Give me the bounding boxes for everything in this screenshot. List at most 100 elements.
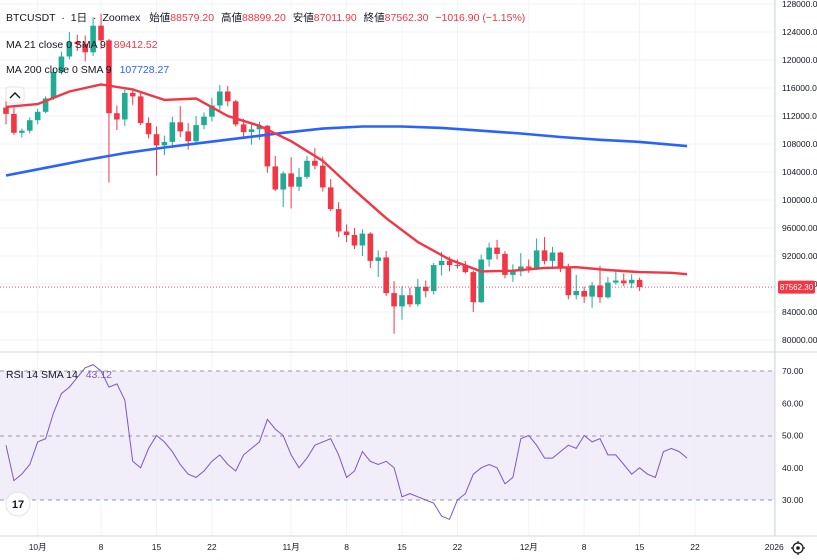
time-tick-label: 22 <box>690 542 700 552</box>
candle-up <box>50 71 57 99</box>
candle-up <box>201 116 207 126</box>
high-value: 88899.20 <box>242 12 286 24</box>
price-tick-label: 108000.00 <box>782 139 817 149</box>
change-value: −1016.90 (−1.15%) <box>435 12 525 24</box>
candle-down <box>597 285 603 298</box>
candle-down <box>106 40 112 114</box>
logo-text: 17 <box>12 499 24 511</box>
time-tick-label: 8 <box>99 542 104 552</box>
candle-down <box>407 295 413 305</box>
rsi-legend[interactable]: RSI 14 SMA 14 43.12 <box>6 369 112 381</box>
candle-down <box>541 250 548 261</box>
price-tick-label: 120000.00 <box>782 55 817 65</box>
candle-up <box>161 141 168 146</box>
candle-up <box>628 279 635 284</box>
candle-up <box>533 250 540 268</box>
candle-up <box>589 285 595 297</box>
candle-down <box>383 257 389 294</box>
ma200-legend[interactable]: MA 200 close 0 SMA 9 107728.27 <box>6 64 169 76</box>
price-tick-label: 104000.00 <box>782 167 817 177</box>
candle-down <box>137 96 144 123</box>
collapse-chevron-icon[interactable] <box>5 86 25 104</box>
candle-down <box>327 187 334 210</box>
candle-down <box>145 123 152 135</box>
gear-icon[interactable] <box>791 541 805 555</box>
candle-up <box>193 125 199 142</box>
candle-up <box>209 105 215 117</box>
time-tick-label: 11月 <box>282 542 299 552</box>
candle-up <box>169 122 176 142</box>
ma21-legend-value: 89412.52 <box>114 39 158 51</box>
candle-down <box>446 260 453 266</box>
candle-up <box>399 295 405 307</box>
candle-down <box>335 209 342 232</box>
ma200-line <box>5 125 688 177</box>
ma21-legend[interactable]: MA 21 close 0 SMA 9 89412.52 <box>6 39 158 51</box>
last-price-label: 87562.30 <box>780 283 814 292</box>
time-tick-label: 15 <box>152 542 162 552</box>
tradingview-logo[interactable]: 17 <box>5 491 31 517</box>
rsi-legend-value: 43.12 <box>86 369 112 381</box>
candle-up <box>375 257 382 261</box>
price-grid <box>0 3 775 341</box>
candle-down <box>502 253 508 275</box>
candle-up <box>430 265 437 291</box>
high-label: 高値 <box>221 11 242 24</box>
candle-down <box>98 25 104 41</box>
candle-up <box>42 98 49 112</box>
candle-up <box>19 130 25 133</box>
candle-down <box>470 272 477 303</box>
open-value: 88579.20 <box>170 12 214 24</box>
symbol-legend: BTCUSDT · 1日 · Zoomex 始値88579.20 高値88899… <box>6 11 525 381</box>
candle-up <box>256 125 263 130</box>
candle-down <box>272 166 279 190</box>
candle-up <box>613 280 619 283</box>
rsi-tick-label: 40.00 <box>782 463 804 473</box>
candle-up <box>280 173 286 190</box>
candle-down <box>240 124 247 133</box>
candle-down <box>82 43 88 53</box>
exchange-name: Zoomex <box>102 12 141 24</box>
candle-up <box>478 259 484 303</box>
price-tick-label: 128000.00 <box>782 0 817 9</box>
candle-down <box>232 101 239 125</box>
time-axis[interactable]: 10月 8 15 22 11月 8 15 22 12月 8 15 22 2026 <box>29 542 784 552</box>
candle-up <box>66 41 73 57</box>
candle-up <box>26 120 33 131</box>
time-tick-label: 15 <box>635 542 645 552</box>
candle-down <box>320 165 326 188</box>
candle-down <box>494 247 500 254</box>
candle-down <box>74 41 81 44</box>
candle-up <box>359 233 366 246</box>
candle-down <box>557 252 564 268</box>
price-axis[interactable]: 128000.00 124000.00 120000.00 116000.00 1120… <box>782 0 817 345</box>
last-price-badge: 87562.30 <box>778 280 815 294</box>
price-tick-label: 112000.00 <box>782 111 817 121</box>
time-tick-label: 2026 <box>765 542 784 552</box>
candle-down <box>11 113 17 133</box>
price-tick-label: 92000.00 <box>782 251 817 261</box>
symbol-name[interactable]: BTCUSDT <box>6 12 56 24</box>
candle-up <box>486 247 492 260</box>
candle-up <box>415 286 421 305</box>
time-tick-label: 15 <box>397 542 407 552</box>
candle-up <box>90 25 96 53</box>
candle-up <box>438 260 445 266</box>
ma21-legend-label: MA 21 close 0 SMA 9 <box>6 39 106 51</box>
candle-down <box>636 279 643 288</box>
ma21-line <box>5 83 688 276</box>
interval[interactable]: 1日 <box>71 12 87 24</box>
rsi-tick-label: 60.00 <box>782 398 804 408</box>
rsi-tick-label: 70.00 <box>782 366 804 376</box>
candle-up <box>217 91 223 106</box>
rsi-tick-label: 30.00 <box>782 495 804 505</box>
candle-down <box>462 265 469 273</box>
close-value: 87562.30 <box>385 12 429 24</box>
ma200-legend-label: MA 200 close 0 SMA 9 <box>6 64 112 76</box>
time-tick-label: 12月 <box>520 542 538 552</box>
candle-down <box>391 293 397 307</box>
candle-down <box>185 131 191 142</box>
rsi-pane: 70.00 60.00 50.00 40.00 30.00 <box>0 364 804 521</box>
open-label: 始値 <box>149 11 170 24</box>
